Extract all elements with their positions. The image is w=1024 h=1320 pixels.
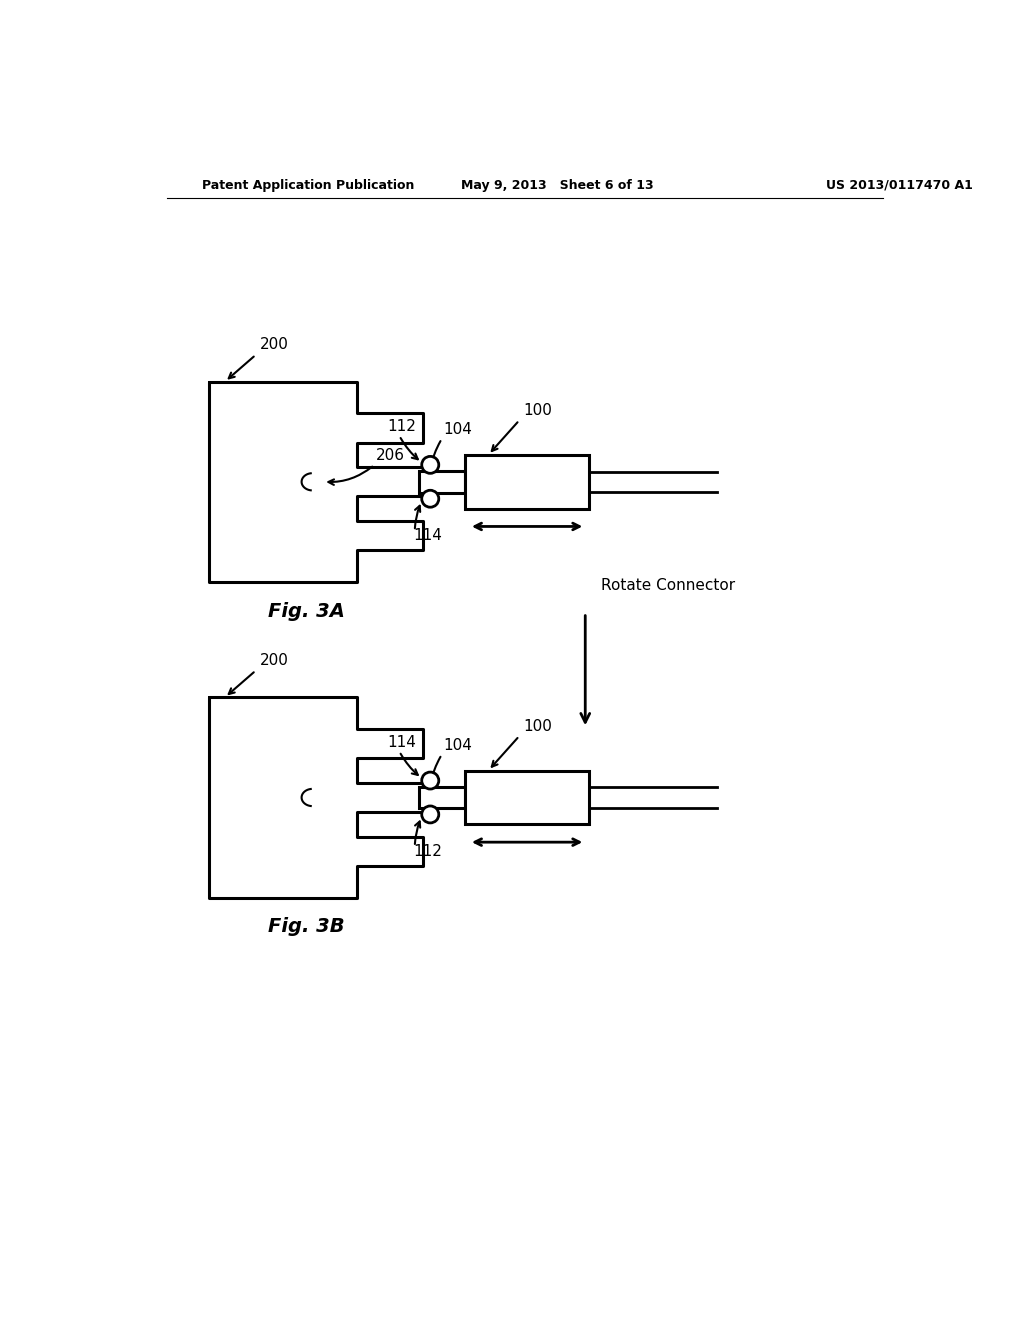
Circle shape bbox=[422, 807, 438, 822]
Text: 206: 206 bbox=[376, 447, 406, 462]
Text: 114: 114 bbox=[388, 735, 417, 750]
Text: Fig. 3A: Fig. 3A bbox=[268, 602, 345, 620]
Text: 114: 114 bbox=[414, 528, 442, 544]
Text: Rotate Connector: Rotate Connector bbox=[601, 578, 735, 594]
Bar bbox=[419, 471, 465, 492]
Text: 200: 200 bbox=[260, 338, 289, 352]
Bar bbox=[419, 787, 465, 808]
Text: US 2013/0117470 A1: US 2013/0117470 A1 bbox=[825, 178, 973, 191]
Text: 112: 112 bbox=[388, 418, 417, 434]
Circle shape bbox=[422, 490, 438, 507]
Text: 104: 104 bbox=[443, 422, 472, 437]
Text: Fig. 3B: Fig. 3B bbox=[268, 917, 344, 936]
Bar bbox=[465, 455, 589, 508]
Bar bbox=[465, 771, 589, 825]
Text: 112: 112 bbox=[414, 843, 442, 859]
Circle shape bbox=[422, 772, 438, 789]
Text: Patent Application Publication: Patent Application Publication bbox=[202, 178, 414, 191]
Circle shape bbox=[422, 457, 438, 474]
Text: 100: 100 bbox=[523, 718, 552, 734]
Text: 104: 104 bbox=[443, 738, 472, 752]
Text: 200: 200 bbox=[260, 653, 289, 668]
Text: 100: 100 bbox=[523, 403, 552, 418]
Text: May 9, 2013   Sheet 6 of 13: May 9, 2013 Sheet 6 of 13 bbox=[461, 178, 654, 191]
